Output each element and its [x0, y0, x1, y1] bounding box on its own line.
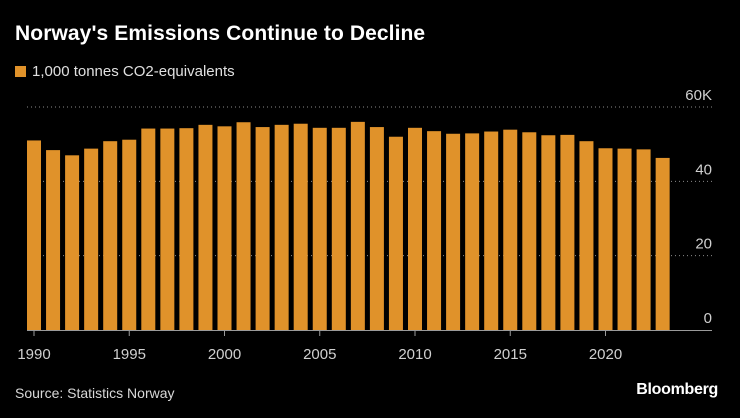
bars [27, 121, 670, 331]
bar-2012 [446, 133, 461, 330]
bar-1997 [160, 128, 175, 330]
bar-1994 [103, 141, 118, 330]
y-tick-label: 0 [704, 310, 712, 327]
bloomberg-logo: Bloomberg [636, 381, 718, 398]
source-note: Source: Statistics Norway [15, 385, 175, 401]
y-tick-label: 20 [695, 236, 712, 253]
legend-swatch [15, 66, 26, 77]
y-axis-labels: 0 20 40 60K [685, 87, 712, 327]
bar-2002 [255, 127, 270, 330]
x-tick-label: 2020 [589, 346, 622, 363]
x-tick-label: 2010 [398, 346, 431, 363]
x-tick-label: 2015 [494, 346, 527, 363]
bar-1995 [122, 139, 137, 330]
bar-2021 [617, 148, 632, 330]
bar-1990 [27, 140, 41, 330]
bar-1993 [84, 148, 99, 330]
bar-2016 [522, 132, 537, 330]
bar-2000 [217, 126, 232, 331]
bar-2018 [560, 134, 575, 330]
bar-2009 [388, 136, 403, 330]
bar-2020 [598, 148, 613, 330]
bar-2011 [427, 131, 442, 330]
x-tick-label: 1990 [17, 346, 50, 363]
bar-2003 [274, 124, 289, 330]
bar-1999 [198, 124, 213, 330]
bar-1991 [46, 150, 61, 330]
legend: 1,000 tonnes CO2-equivalents [15, 63, 235, 80]
y-tick-label: 40 [695, 161, 712, 178]
bar-2017 [541, 135, 556, 330]
bar-2023 [655, 157, 670, 330]
bar-2008 [369, 127, 384, 330]
bar-2005 [312, 127, 327, 331]
bar-2014 [484, 131, 499, 330]
bar-2015 [503, 129, 518, 330]
bar-2019 [579, 141, 594, 330]
bar-2001 [236, 122, 251, 330]
bar-2013 [465, 133, 480, 330]
y-tick-label: 60K [685, 87, 712, 104]
bar-2010 [408, 127, 422, 331]
chart-title: Norway's Emissions Continue to Decline [15, 22, 426, 45]
legend-label: 1,000 tonnes CO2-equivalents [32, 63, 235, 80]
x-tick-label: 1995 [113, 346, 146, 363]
bar-2004 [293, 123, 308, 330]
x-tick-label: 2000 [208, 346, 241, 363]
bar-1996 [141, 128, 156, 330]
x-axis-ticks: 1990 1995 2000 2005 2010 2015 2020 [17, 330, 622, 363]
bar-2007 [350, 121, 365, 330]
bar-2022 [636, 149, 651, 330]
bar-1992 [65, 155, 80, 330]
x-tick-label: 2005 [303, 346, 336, 363]
bar-1998 [179, 128, 194, 330]
bar-2006 [331, 127, 346, 331]
